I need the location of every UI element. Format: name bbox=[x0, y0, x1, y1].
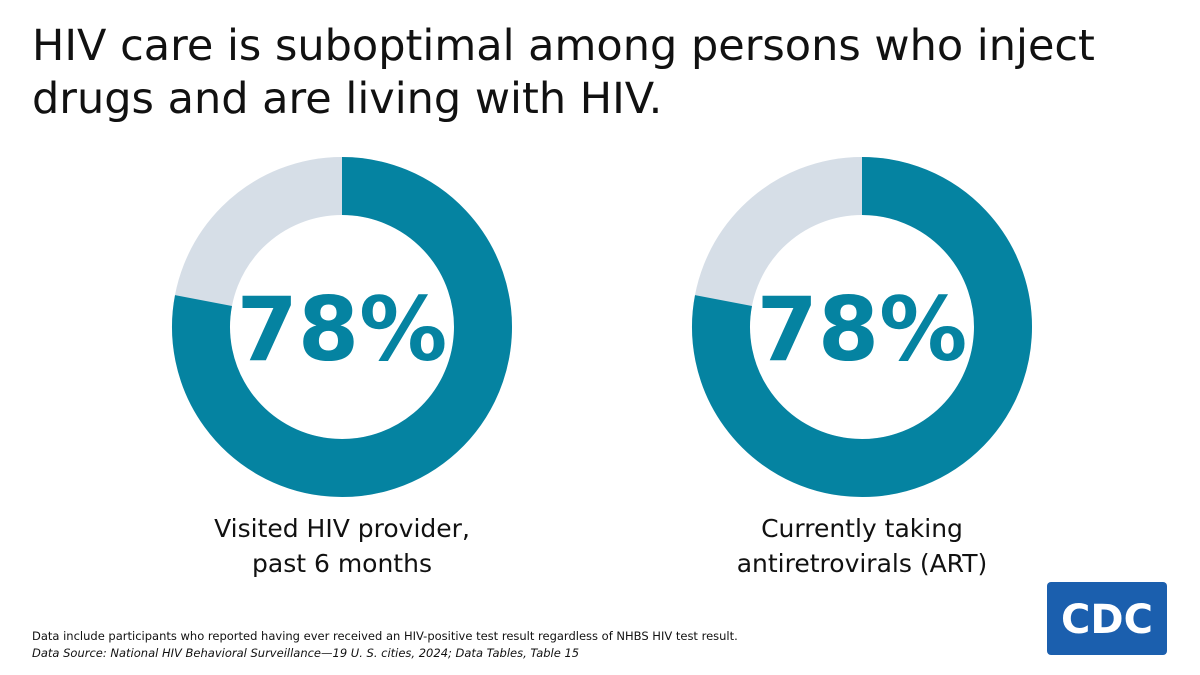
caption: past 6 months bbox=[252, 549, 432, 578]
logo: CDC bbox=[1047, 582, 1167, 655]
footnote: Data include participants who reported h… bbox=[32, 629, 738, 643]
caption: Visited HIV provider, bbox=[214, 514, 470, 543]
value-label: 78% bbox=[757, 278, 968, 381]
caption: antiretrovirals (ART) bbox=[737, 549, 988, 578]
value-label: 78% bbox=[237, 278, 448, 381]
title-line: drugs and are living with HIV. bbox=[32, 74, 662, 124]
title-line: HIV care is suboptimal among persons who… bbox=[32, 21, 1095, 71]
donut-arc bbox=[172, 157, 512, 497]
logo-text: CDC bbox=[1061, 597, 1153, 643]
caption: Currently taking bbox=[761, 514, 963, 543]
donut-arc bbox=[692, 157, 1032, 497]
logo-box bbox=[1047, 582, 1167, 655]
footnote: Data Source: National HIV Behavioral Sur… bbox=[32, 646, 579, 660]
